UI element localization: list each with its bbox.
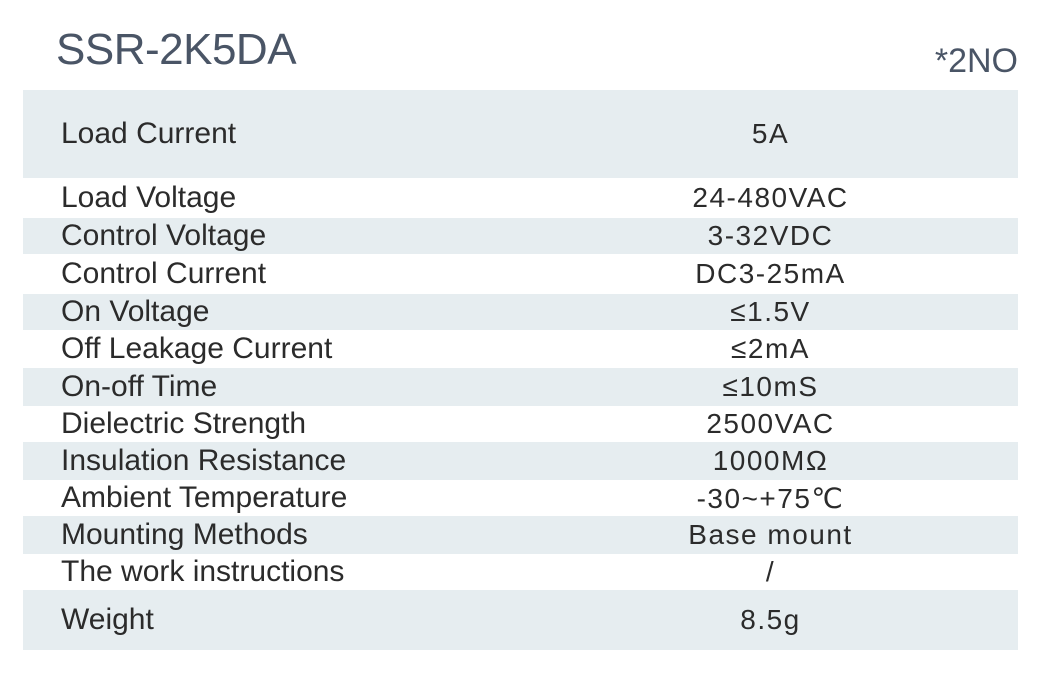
spec-value: 2500VAC <box>706 408 835 439</box>
spec-row: Ambient Temperature -30~+75℃ <box>23 480 1018 516</box>
spec-label: Weight <box>61 603 154 636</box>
contact-type-note: *2NO <box>934 42 1018 80</box>
spec-value: ≤2mA <box>731 333 810 364</box>
spec-label: Mounting Methods <box>61 518 308 551</box>
spec-value: -30~+75℃ <box>696 482 845 514</box>
spec-row: Insulation Resistance 1000MΩ <box>23 442 1018 480</box>
spec-value: ≤1.5V <box>730 296 811 327</box>
spec-value: 5A <box>751 118 790 149</box>
spec-row: On Voltage ≤1.5V <box>23 294 1018 330</box>
spec-label: Control Current <box>61 257 267 290</box>
spec-label: On-off Time <box>61 370 218 403</box>
product-title: SSR-2K5DA <box>56 25 297 74</box>
spec-row: Control Voltage 3-32VDC <box>23 218 1018 254</box>
spec-label: Dielectric Strength <box>61 407 307 440</box>
spec-value: ≤10mS <box>722 371 819 402</box>
spec-row: On-off Time ≤10mS <box>23 368 1018 406</box>
spec-label: Control Voltage <box>61 219 267 252</box>
spec-value: DC3-25mA <box>695 258 846 289</box>
spec-row: Load Current 5A <box>23 90 1018 178</box>
spec-row: Load Voltage 24-480VAC <box>23 178 1018 218</box>
spec-value: 3-32VDC <box>707 220 834 251</box>
spec-row: The work instructions / <box>23 554 1018 590</box>
spec-value: Base mount <box>688 519 853 550</box>
spec-value: 8.5g <box>740 604 801 635</box>
spec-label: Load Voltage <box>61 181 237 214</box>
spec-value: 1000MΩ <box>712 445 829 476</box>
spec-row: Mounting Methods Base mount <box>23 516 1018 554</box>
spec-label: The work instructions <box>61 555 345 588</box>
spec-label: Load Current <box>61 117 237 150</box>
spec-label: Insulation Resistance <box>61 444 347 477</box>
spec-label: On Voltage <box>61 295 210 328</box>
spec-value: 24-480VAC <box>692 182 849 213</box>
spec-label: Ambient Temperature <box>61 481 348 514</box>
spec-label: Off Leakage Current <box>61 332 333 365</box>
spec-row: Weight 8.5g <box>23 590 1018 650</box>
spec-row: Control Current DC3-25mA <box>23 254 1018 294</box>
spec-row: Dielectric Strength 2500VAC <box>23 406 1018 442</box>
spec-row: Off Leakage Current ≤2mA <box>23 330 1018 368</box>
spec-value: / <box>765 556 776 587</box>
